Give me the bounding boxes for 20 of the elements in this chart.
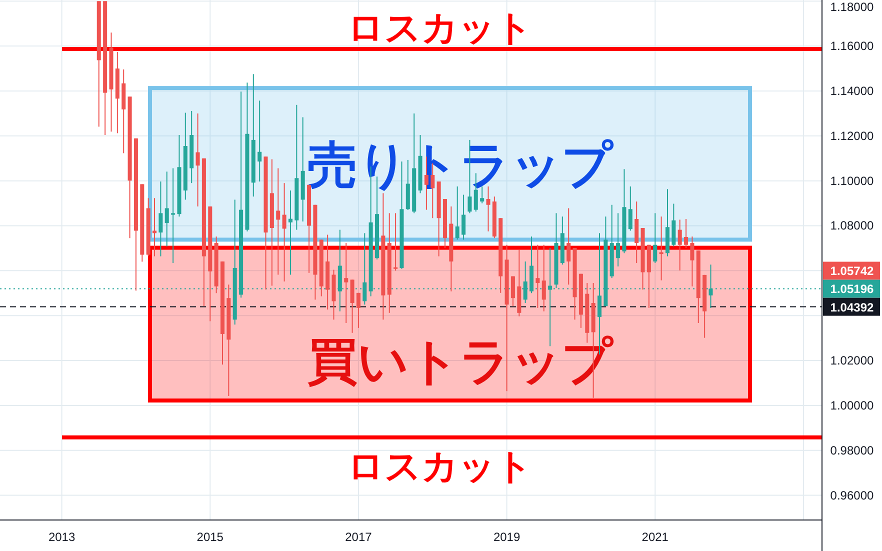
x-tick-label: 2015 [196,530,224,544]
y-tick-label: 0.96000 [830,488,874,502]
text: 1.05742 [830,264,874,278]
x-tick-label: 2017 [345,530,372,544]
y-tick-label: 1.08000 [830,218,874,233]
ref-line-label: 1.05196 [830,282,874,296]
y-tick-label: 1.02000 [830,354,874,368]
ref-line-label: 1.04392 [830,300,874,314]
ref-line-label: ロスカット [348,6,532,48]
y-tick-label: 1.14000 [830,84,874,98]
x-tick-label: 2019 [493,530,520,544]
y-tick-label: 1.18000 [830,0,874,14]
y-tick-label: 1.00000 [830,398,874,412]
y-tick-label: 0.98000 [830,443,874,458]
y-tick-label: 1.10000 [830,174,874,188]
x-tick-label: 2013 [48,530,76,544]
ref-line-label: ロスカット [348,445,532,486]
y-tick-label: 1.16000 [830,39,874,54]
x-tick-label: 2021 [642,530,669,544]
y-tick-label: 1.12000 [830,128,874,143]
